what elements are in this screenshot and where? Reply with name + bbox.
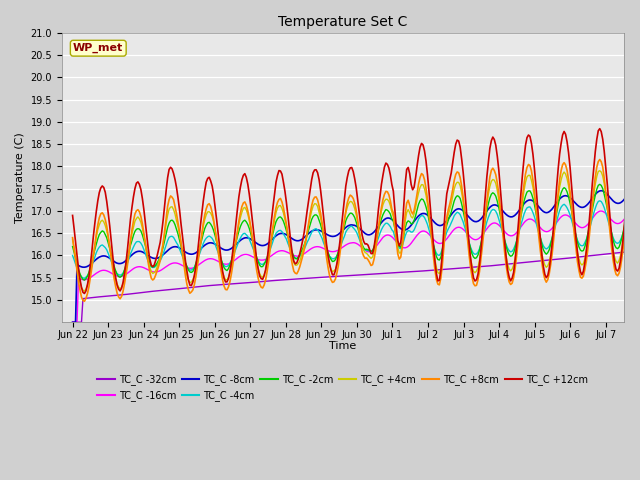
X-axis label: Time: Time [329, 341, 356, 351]
Title: Temperature Set C: Temperature Set C [278, 15, 408, 29]
Y-axis label: Temperature (C): Temperature (C) [15, 132, 25, 223]
Legend: TC_C -32cm, TC_C -16cm, TC_C -8cm, TC_C -4cm, TC_C -2cm, TC_C +4cm, TC_C +8cm, T: TC_C -32cm, TC_C -16cm, TC_C -8cm, TC_C … [93, 371, 592, 405]
Text: WP_met: WP_met [73, 43, 124, 53]
